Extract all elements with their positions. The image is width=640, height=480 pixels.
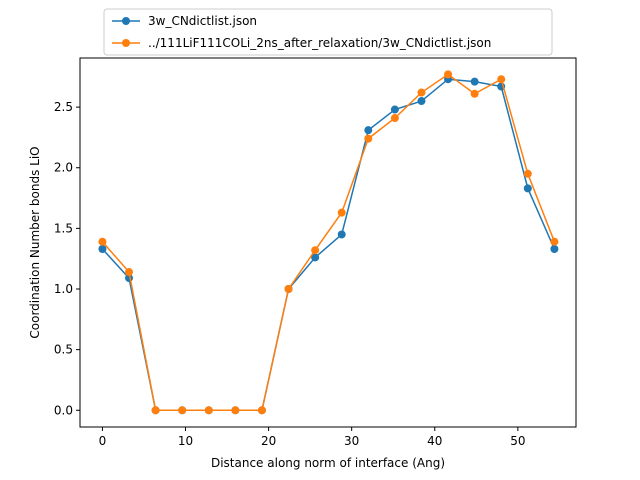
x-axis-label: Distance along norm of interface (Ang) (211, 456, 445, 470)
series-2-point (470, 89, 479, 98)
x-tick-label: 50 (510, 434, 525, 448)
y-tick-label: 0.5 (54, 343, 73, 357)
series-2-point (550, 237, 559, 246)
y-tick-label: 1.5 (54, 221, 73, 235)
series-2-point (497, 75, 506, 84)
series-1-point (550, 244, 559, 253)
legend-swatch-marker (122, 39, 130, 47)
series-2-point (178, 406, 187, 415)
series-line-1 (101, 78, 556, 412)
series-2-point (151, 406, 160, 415)
series-1-point (470, 77, 479, 86)
y-tick-label: 0.0 (54, 403, 73, 417)
x-tick-label: 30 (344, 434, 359, 448)
series-2-point (311, 246, 320, 255)
series-2-point (337, 208, 346, 217)
series-1-point (417, 97, 426, 106)
series-2-point (390, 114, 399, 123)
series-1-point (337, 230, 346, 239)
legend-swatch-marker (122, 17, 130, 25)
series-1-point (390, 105, 399, 114)
series-1-point (523, 184, 532, 193)
series-2-point (125, 268, 134, 277)
series-1-point (311, 253, 320, 262)
series-2-point (98, 237, 107, 246)
x-tick-label: 40 (427, 434, 442, 448)
plot-area (98, 70, 559, 415)
x-tick-label: 10 (178, 434, 193, 448)
series-2-point (417, 88, 426, 97)
series-2-point (284, 285, 293, 293)
y-tick-label: 1.0 (54, 282, 73, 296)
x-tick-label: 20 (261, 434, 276, 448)
series-1-point (364, 126, 373, 135)
y-tick-label: 2.0 (54, 161, 73, 175)
series-2-point (231, 406, 240, 415)
x-tick-label: 0 (99, 434, 107, 448)
legend: 3w_CNdictlist.json ../111LiF111COLi_2ns_a… (103, 8, 553, 56)
series-2-point (444, 70, 453, 79)
axes: 0 10 20 30 40 50 0.0 0.5 1.0 1.5 2.0 2.5 (54, 57, 577, 448)
legend-box (103, 8, 553, 56)
legend-entry-2: ../111LiF111COLi_2ns_after_relaxation/3w… (148, 36, 491, 50)
series-line-2 (101, 73, 556, 412)
y-tick-label: 2.5 (54, 100, 73, 114)
series-2-point (364, 134, 373, 143)
axes-frame (79, 57, 577, 428)
legend-entry-1: 3w_CNdictlist.json (148, 14, 257, 28)
series-2-point (523, 169, 532, 178)
series-2-point (204, 406, 213, 415)
y-axis-label: Coordination Number bonds LiO (28, 146, 42, 338)
series-1-point (98, 244, 107, 253)
series-2-point (257, 406, 266, 415)
